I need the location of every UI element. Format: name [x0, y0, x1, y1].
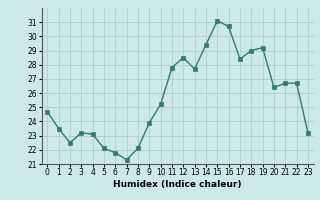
X-axis label: Humidex (Indice chaleur): Humidex (Indice chaleur)	[113, 180, 242, 189]
